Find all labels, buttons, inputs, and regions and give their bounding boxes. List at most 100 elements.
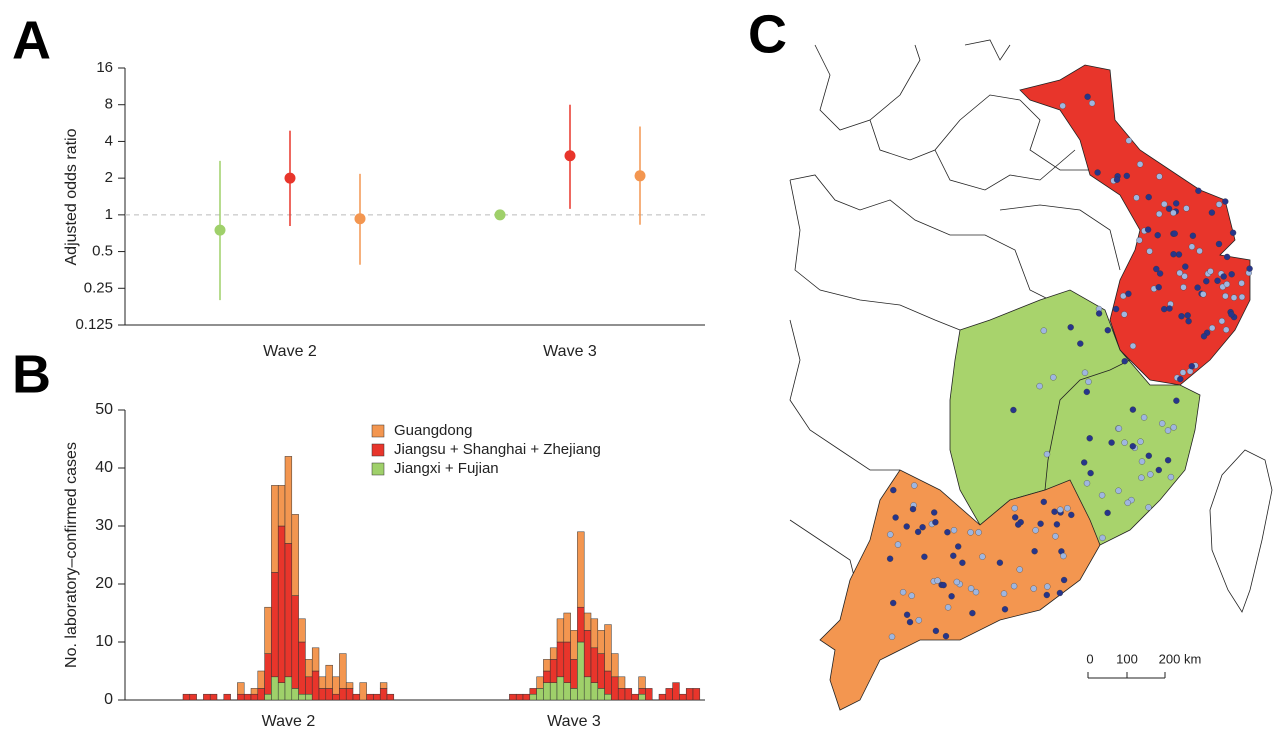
case-location xyxy=(1159,420,1166,427)
case-location xyxy=(903,523,910,530)
map: 0 100 200 km xyxy=(789,39,1273,711)
case-location xyxy=(1154,232,1161,239)
case-location xyxy=(1016,566,1023,573)
bar-segment xyxy=(679,693,687,701)
case-location xyxy=(1000,590,1008,597)
case-location xyxy=(1208,209,1216,216)
bar-segment xyxy=(549,647,558,660)
case-location xyxy=(915,617,922,624)
case-location xyxy=(914,528,922,536)
bar-segment xyxy=(237,682,245,695)
case-location xyxy=(940,581,947,589)
case-location xyxy=(909,505,917,513)
case-location xyxy=(1194,284,1201,291)
case-location xyxy=(1044,583,1051,590)
bar-segment xyxy=(529,693,537,701)
case-location xyxy=(1200,291,1207,298)
case-location xyxy=(1030,585,1037,592)
bar-segment xyxy=(359,682,367,701)
bar-segment xyxy=(271,572,279,678)
legend-label: Guangdong xyxy=(394,422,472,439)
y-tick-label: 0.5 xyxy=(92,243,113,260)
case-location xyxy=(1214,277,1221,284)
case-location xyxy=(975,529,982,536)
case-location xyxy=(1121,439,1128,446)
case-location xyxy=(1037,520,1044,527)
bar-segment xyxy=(590,618,599,649)
bar-segment xyxy=(556,618,565,643)
bar-segment xyxy=(590,647,599,683)
province-border xyxy=(1044,359,1131,491)
case-location xyxy=(1215,240,1223,248)
case-location xyxy=(1166,305,1173,312)
y-tick-label: 2 xyxy=(105,169,113,186)
bar-segment xyxy=(597,630,605,654)
bar-segment xyxy=(325,688,333,701)
case-location xyxy=(1223,281,1231,288)
case-location xyxy=(1115,487,1122,494)
case-location xyxy=(890,486,897,494)
bar-segment xyxy=(645,688,653,701)
bar-segment xyxy=(298,641,306,695)
case-location xyxy=(1156,270,1164,277)
bar-segment xyxy=(665,688,673,701)
bar-segment xyxy=(658,693,667,701)
bar-segment xyxy=(264,693,272,701)
case-location xyxy=(1067,324,1074,331)
bar-segment xyxy=(311,670,320,701)
case-location xyxy=(1153,265,1160,273)
case-location xyxy=(1015,521,1022,528)
case-location xyxy=(1218,317,1226,325)
case-location xyxy=(1113,176,1121,183)
case-location xyxy=(1112,305,1120,313)
bar-segment xyxy=(536,676,544,689)
case-location xyxy=(1043,451,1051,458)
case-location xyxy=(1230,294,1238,301)
case-location xyxy=(1238,280,1245,287)
bar-segment xyxy=(277,485,286,527)
case-location xyxy=(1095,310,1103,317)
bar-segment xyxy=(577,531,585,608)
case-location xyxy=(1200,333,1208,340)
case-location xyxy=(1115,425,1123,432)
y-tick-label: 20 xyxy=(95,575,113,592)
case-location xyxy=(1057,506,1064,513)
point xyxy=(284,172,296,184)
case-location xyxy=(948,593,955,600)
bar-segment xyxy=(298,693,306,701)
y-tick-label: 16 xyxy=(96,59,113,76)
case-location xyxy=(1129,406,1137,413)
case-location xyxy=(1012,514,1019,521)
bar-segment xyxy=(597,688,605,701)
case-location xyxy=(1086,435,1093,442)
bar-segment xyxy=(284,676,293,701)
case-location xyxy=(1170,251,1177,258)
case-location xyxy=(1081,459,1088,466)
case-location xyxy=(1138,474,1145,481)
case-location xyxy=(1001,606,1009,613)
case-location xyxy=(1040,498,1047,506)
panel-label: A xyxy=(12,10,51,70)
bar-segment xyxy=(617,688,626,701)
bar-segment xyxy=(182,693,191,701)
case-location xyxy=(1161,305,1168,313)
case-location xyxy=(967,585,975,592)
bar-segment xyxy=(631,693,639,701)
bar-segment xyxy=(563,641,571,683)
case-location xyxy=(934,577,941,584)
bar-segment xyxy=(250,688,259,695)
case-location xyxy=(1121,358,1128,365)
case-location xyxy=(1060,576,1068,584)
y-tick-label: 4 xyxy=(105,132,113,149)
case-location xyxy=(1147,471,1154,478)
case-location xyxy=(1144,226,1152,233)
case-location xyxy=(1155,284,1162,291)
bar-segment xyxy=(332,676,340,695)
case-location xyxy=(1220,273,1227,280)
case-location xyxy=(1108,439,1115,446)
y-tick-label: 8 xyxy=(105,96,113,113)
bar-segment xyxy=(264,606,272,654)
point xyxy=(354,213,366,225)
region-east xyxy=(1019,64,1251,386)
case-location xyxy=(1228,311,1235,318)
